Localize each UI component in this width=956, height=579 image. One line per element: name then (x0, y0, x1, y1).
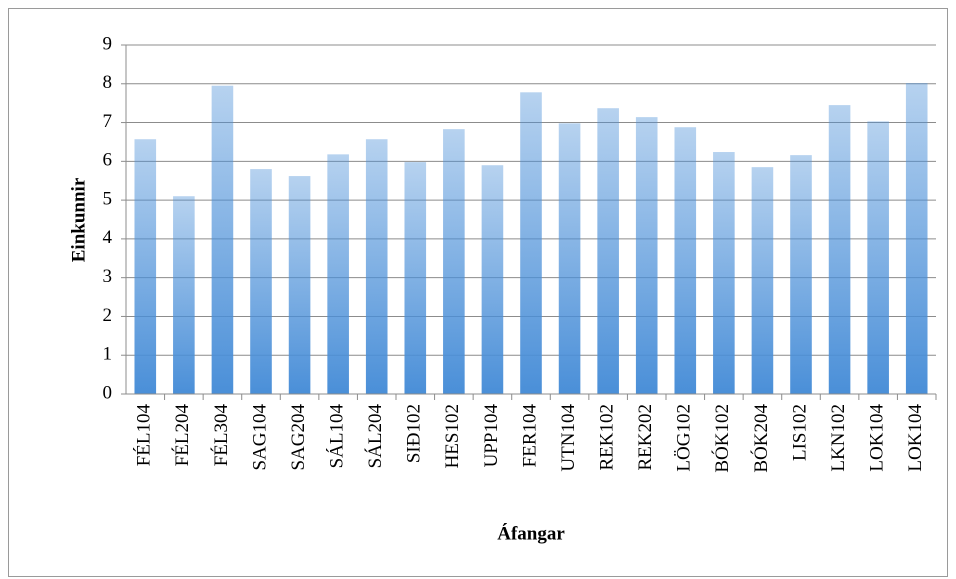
bar (134, 139, 157, 394)
y-tick-label: 1 (103, 344, 113, 365)
bar (597, 108, 619, 395)
y-tick-label: 8 (103, 72, 113, 93)
bar (250, 169, 272, 394)
x-tick-label: SAG104 (249, 404, 270, 471)
x-tick-label: FÉL204 (171, 404, 193, 467)
bar (867, 121, 889, 395)
x-tick-label: LOK104 (867, 404, 888, 472)
bar (288, 176, 311, 394)
x-tick-label: UTN104 (558, 404, 579, 472)
x-tick-label: REK202 (635, 404, 656, 471)
x-axis-title: Áfangar (497, 522, 565, 544)
bar (443, 129, 465, 395)
x-tick-label: SAG204 (288, 404, 309, 471)
y-tick-label: 6 (103, 150, 113, 171)
y-tick-label: 2 (103, 305, 113, 326)
bar (751, 167, 774, 394)
x-tick-label: SIÐ102 (404, 404, 425, 463)
x-tick-label: SÁL104 (326, 404, 348, 469)
bar (327, 154, 349, 394)
bar (404, 162, 427, 394)
x-tick-label: UPP104 (481, 404, 502, 468)
y-tick-label: 3 (103, 266, 113, 287)
bar (790, 155, 812, 394)
y-tick-label: 7 (103, 111, 113, 132)
y-tick-label: 9 (103, 33, 113, 54)
bar (905, 83, 928, 394)
x-tick-label: REK102 (597, 404, 618, 471)
bar (635, 117, 658, 395)
x-tick-label: LIS102 (789, 404, 810, 461)
bar (173, 196, 195, 394)
bar (713, 152, 735, 394)
y-tick-label: 0 (103, 382, 113, 403)
bar (365, 139, 388, 394)
bar (674, 127, 697, 394)
x-tick-label: FER104 (519, 404, 540, 468)
x-tick-label: HES102 (442, 404, 463, 468)
bar (211, 85, 234, 394)
bar (828, 105, 851, 394)
x-tick-label: LOK104 (905, 404, 926, 472)
y-tick-label: 4 (103, 227, 113, 248)
x-tick-label: BÓK102 (711, 404, 733, 473)
x-tick-label: LKN102 (828, 404, 849, 472)
x-tick-label: BÓK204 (750, 404, 772, 473)
y-tick-label: 5 (103, 188, 113, 209)
bar (481, 165, 504, 394)
y-axis-title: Einkunnir (68, 177, 89, 262)
x-tick-label: SÁL204 (364, 404, 386, 469)
bar (558, 123, 581, 394)
x-tick-label: FÉL304 (210, 404, 232, 467)
x-tick-label: LÖG102 (674, 404, 695, 472)
x-tick-label: FÉL104 (133, 404, 155, 467)
bar (520, 92, 542, 394)
